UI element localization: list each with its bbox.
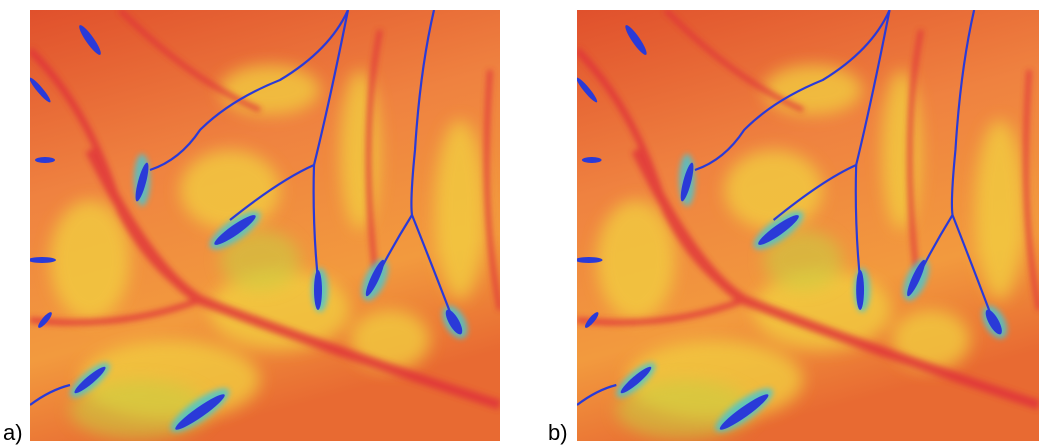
panel-a-image	[30, 10, 500, 441]
panel-b-image	[577, 10, 1039, 441]
terrain-map	[577, 10, 1039, 441]
terrain-map	[30, 10, 500, 441]
panel-label: b)	[548, 420, 568, 446]
panel-label: a)	[3, 420, 23, 446]
figure: a) b)	[0, 0, 1039, 448]
